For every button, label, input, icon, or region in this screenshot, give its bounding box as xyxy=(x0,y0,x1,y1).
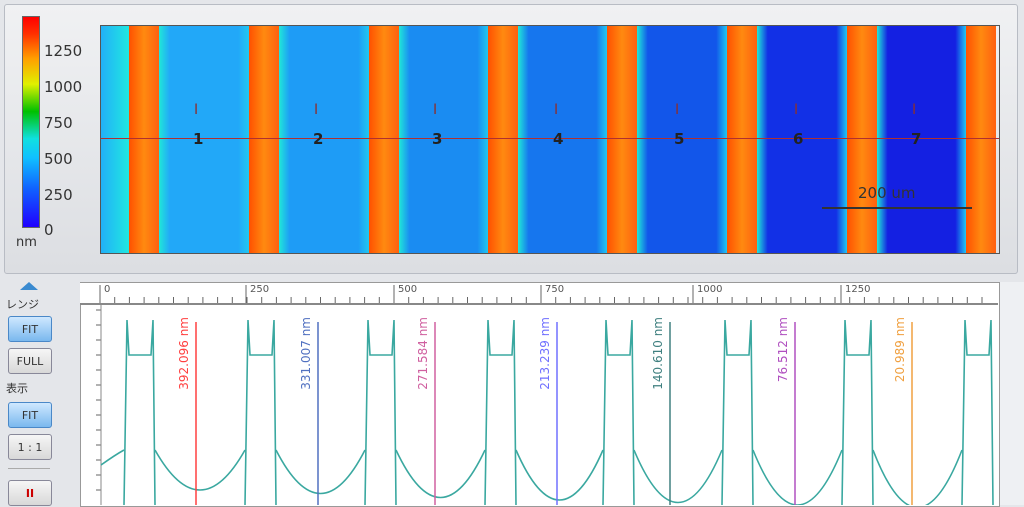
stripe-region xyxy=(966,26,996,253)
profile-trace-plateau xyxy=(123,319,156,505)
measurement-label: 271.584 nm xyxy=(416,317,430,390)
profile-trace-plateau xyxy=(364,319,397,505)
measure-point-number: 6 xyxy=(793,130,804,148)
color-scale-bar xyxy=(22,16,40,228)
measure-point-number: 2 xyxy=(313,130,324,148)
profile-trace-valley xyxy=(752,449,843,505)
display-fit-button[interactable]: FIT xyxy=(8,402,52,428)
stripe-region xyxy=(249,26,279,253)
profile-trace-valley xyxy=(100,449,125,466)
measure-point-number: 3 xyxy=(432,130,443,148)
colorbar-tick: 1000 xyxy=(44,78,83,96)
range-fit-button[interactable]: FIT xyxy=(8,316,52,342)
display-1to1-button[interactable]: 1 : 1 xyxy=(8,434,52,460)
cell-region xyxy=(877,26,966,253)
marker-tool-icon[interactable]: II xyxy=(8,480,52,506)
profile-trace-valley xyxy=(154,449,246,491)
profile-cut-line[interactable] xyxy=(101,138,999,139)
ruler-tick-label: 250 xyxy=(250,284,270,295)
measurement-label: 140.610 nm xyxy=(651,317,665,390)
colorbar-tick: 750 xyxy=(44,114,73,132)
cell-region xyxy=(101,26,129,253)
range-full-button[interactable]: FULL xyxy=(8,348,52,374)
measure-point-icon[interactable]: I xyxy=(194,102,199,118)
profile-trace-plateau xyxy=(602,319,635,505)
display-label: 表示 xyxy=(6,382,28,395)
stripe-region xyxy=(369,26,399,253)
ruler-tick-label: 1250 xyxy=(845,284,871,295)
stripe-region xyxy=(607,26,637,253)
stripe-region xyxy=(847,26,877,253)
ruler-tick-label: 750 xyxy=(545,284,565,295)
cell-region xyxy=(399,26,488,253)
cell-region xyxy=(757,26,847,253)
x-ruler xyxy=(80,283,998,305)
colorbar-tick: 0 xyxy=(44,221,54,239)
ruler-tick-label: 500 xyxy=(398,284,418,295)
ruler-tick-label: 1000 xyxy=(697,284,723,295)
profile-plot[interactable] xyxy=(80,282,1000,507)
divider xyxy=(8,468,50,469)
cell-region xyxy=(637,26,727,253)
profile-trace-valley xyxy=(872,449,963,505)
colorbar-tick: 250 xyxy=(44,186,73,204)
cell-region xyxy=(518,26,607,253)
profile-trace-valley xyxy=(275,449,366,495)
measure-point-icon[interactable]: I xyxy=(912,102,917,118)
profile-trace-valley xyxy=(633,449,723,504)
measurement-label: 76.512 nm xyxy=(776,317,790,383)
measure-point-number: 5 xyxy=(674,130,685,148)
profile-trace-valley xyxy=(515,449,604,501)
measurement-label: 392.096 nm xyxy=(177,317,191,390)
profile-trace-plateau xyxy=(841,319,874,505)
profile-trace-plateau xyxy=(484,319,517,505)
collapse-up-icon[interactable] xyxy=(20,282,38,290)
ruler-tick-label: 0 xyxy=(104,284,111,295)
colorbar-tick: 500 xyxy=(44,150,73,168)
measure-point-number: 4 xyxy=(553,130,564,148)
colorbar-unit: nm xyxy=(16,235,37,250)
measure-point-icon[interactable]: I xyxy=(675,102,680,118)
measurement-label: 213.239 nm xyxy=(538,317,552,390)
right-scrollbar[interactable] xyxy=(1000,282,1024,505)
cell-region xyxy=(279,26,369,253)
measure-point-icon[interactable]: I xyxy=(433,102,438,118)
measure-point-icon[interactable]: I xyxy=(794,102,799,118)
colorbar-tick: 1250 xyxy=(44,42,83,60)
measure-point-icon[interactable]: I xyxy=(554,102,559,118)
profile-trace-valley xyxy=(395,449,486,499)
stripe-region xyxy=(488,26,518,253)
measure-point-icon[interactable]: I xyxy=(314,102,319,118)
measurement-label: 20.989 nm xyxy=(893,317,907,383)
profile-trace-plateau xyxy=(961,319,994,505)
profile-trace-plateau xyxy=(721,319,754,505)
profile-trace-plateau xyxy=(244,319,277,505)
cell-region xyxy=(159,26,249,253)
stripe-region xyxy=(727,26,757,253)
height-map-image[interactable] xyxy=(100,25,1000,254)
range-label: レンジ xyxy=(6,298,39,311)
measure-point-number: 7 xyxy=(911,130,922,148)
measurement-label: 331.007 nm xyxy=(299,317,313,390)
measure-point-number: 1 xyxy=(193,130,204,148)
scale-bar xyxy=(822,207,972,209)
scale-bar-label: 200 um xyxy=(858,184,916,202)
stripe-region xyxy=(129,26,159,253)
